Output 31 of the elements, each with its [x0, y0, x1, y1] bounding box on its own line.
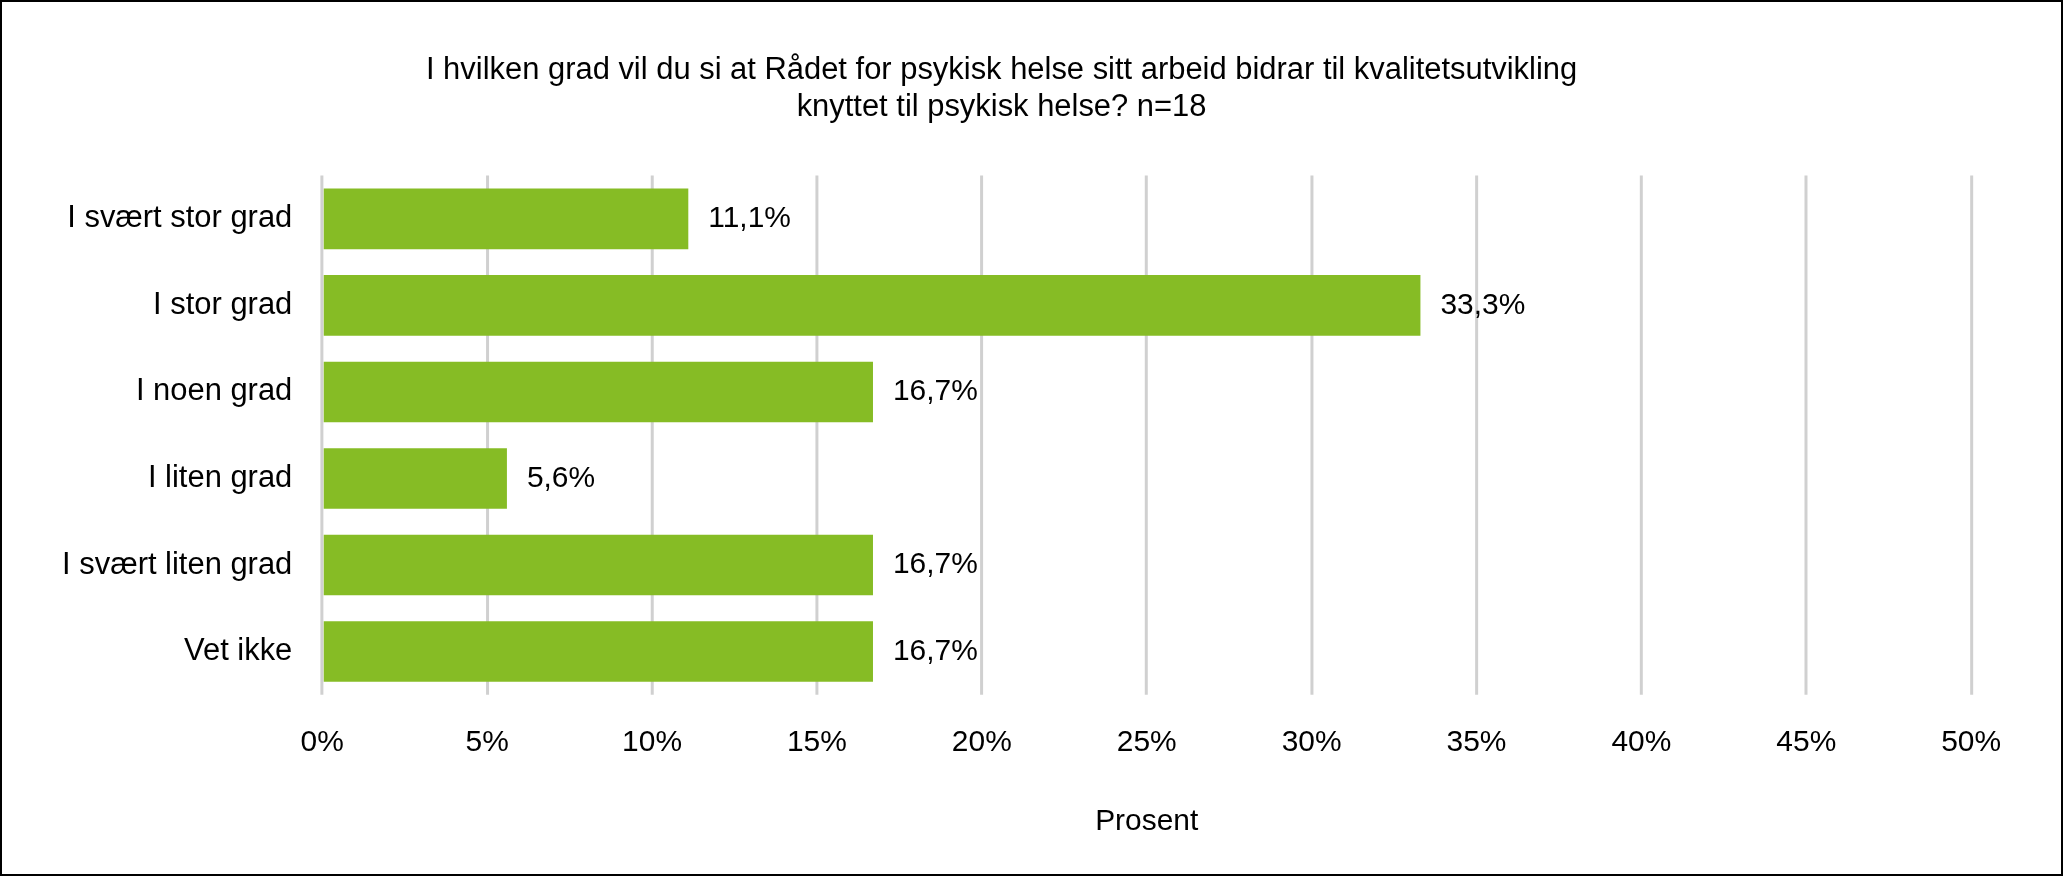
- bar: [323, 534, 873, 596]
- x-tick-label: 40%: [1611, 723, 1672, 757]
- x-tick-label: 50%: [1941, 723, 2002, 757]
- bar: [323, 621, 873, 682]
- x-tick-label: 5%: [465, 723, 509, 757]
- x-tick-label: 10%: [622, 723, 682, 757]
- x-tick-label: 25%: [1116, 723, 1177, 757]
- y-tick-label: I stor grad: [153, 285, 293, 321]
- x-tick-label: 35%: [1446, 723, 1507, 757]
- x-tick-label: 30%: [1281, 723, 1342, 757]
- bar: [323, 361, 873, 423]
- data-label: 11,1%: [708, 200, 791, 234]
- x-tick-label: 0%: [300, 723, 344, 757]
- y-tick-label: I noen grad: [135, 372, 293, 408]
- data-label: 16,7%: [892, 546, 978, 580]
- data-label: 5,6%: [526, 459, 596, 493]
- y-tick-label: I svært liten grad: [62, 545, 293, 581]
- y-tick-label: Vet ikke: [184, 632, 293, 668]
- y-tick-label: I liten grad: [147, 459, 293, 494]
- data-label: 16,7%: [892, 632, 978, 666]
- bar: [323, 275, 1421, 336]
- data-label: 33,3%: [1440, 286, 1526, 320]
- chart-title: I hvilken grad vil du si at Rådet for psykisk helse sitt arbeid bidrar til kvalitetsutvikling knyttet til psykisk helse? n=18: [425, 50, 1578, 123]
- y-tick-label: I svært stor grad: [67, 199, 293, 235]
- x-tick-label: 20%: [951, 723, 1012, 757]
- x-axis-title: Prosent: [1095, 803, 1199, 837]
- data-label: 16,7%: [892, 373, 978, 407]
- x-tick-label: 45%: [1776, 723, 1837, 757]
- x-tick-label: 15%: [786, 723, 847, 757]
- bar: [323, 448, 507, 509]
- bar: [323, 188, 689, 250]
